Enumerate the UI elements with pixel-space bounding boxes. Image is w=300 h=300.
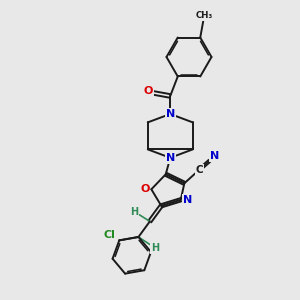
Text: CH₃: CH₃ [196, 11, 213, 20]
Text: Cl: Cl [104, 230, 116, 240]
Text: H: H [130, 207, 138, 217]
Text: N: N [183, 195, 192, 205]
Text: N: N [166, 109, 175, 119]
Text: O: O [140, 184, 149, 194]
Text: C: C [196, 165, 203, 175]
Text: H: H [151, 243, 159, 253]
Text: N: N [166, 153, 175, 163]
Text: O: O [144, 86, 153, 97]
Text: N: N [210, 151, 220, 161]
